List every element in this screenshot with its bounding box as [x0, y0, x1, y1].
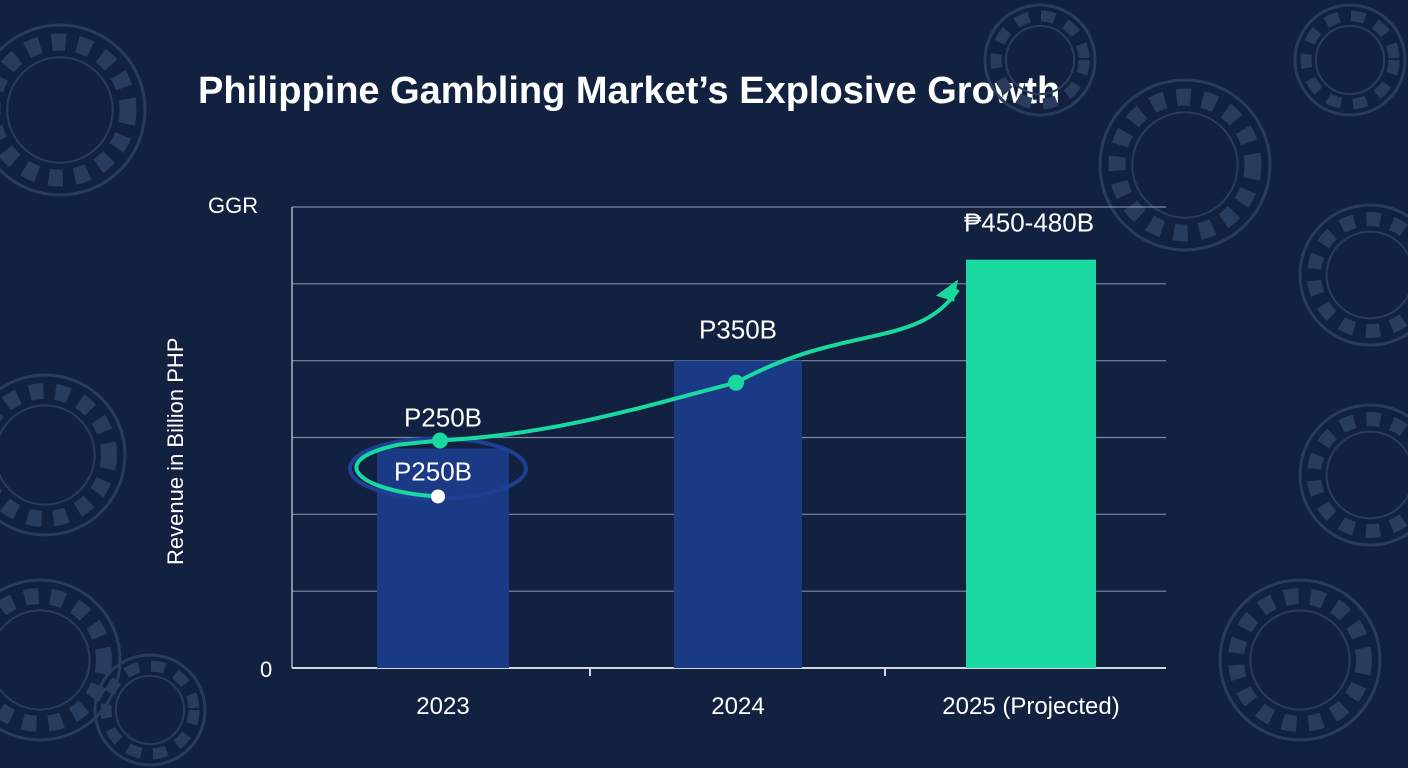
poker-chip-edge-marks [1228, 588, 1372, 732]
y-axis-top-label: GGR [208, 193, 258, 218]
chart-title: Philippine Gambling Market’s Explosive G… [198, 70, 1061, 112]
poker-chip-edge-marks [1108, 88, 1262, 242]
poker-chip-edge-marks [1307, 212, 1408, 338]
poker-chip-edge-marks [0, 33, 137, 187]
poker-chip-inner-ring [1131, 111, 1239, 219]
poker-chip-inner-ring [1325, 430, 1408, 520]
poker-chip-inner-ring [0, 404, 96, 506]
poker-chip-icon [93, 653, 207, 767]
poker-chip-inner-ring [1249, 609, 1351, 711]
x-tick-label: 2025 (Projected) [942, 693, 1119, 720]
poker-chip-inner-ring [114, 674, 186, 746]
poker-chip-icon [1098, 78, 1272, 252]
arrowhead-icon [936, 279, 958, 302]
poker-chip-edge-marks [1300, 10, 1400, 110]
poker-chip-edge-marks [0, 588, 112, 732]
y-tick-0: 0 [260, 657, 272, 682]
trend-point [432, 432, 448, 449]
data-label: P350B [699, 315, 777, 345]
poker-chip-icon [1298, 203, 1408, 347]
poker-chip-edge-marks [1307, 412, 1408, 538]
trend-point [728, 374, 744, 391]
bar-2023 [377, 448, 509, 668]
start-point [431, 489, 445, 504]
data-label: ₱450-480B [964, 208, 1094, 238]
trend-line [354, 288, 960, 499]
poker-chip-inner-ring [1314, 24, 1386, 96]
poker-chip-inner-ring [6, 56, 114, 164]
poker-chip-icon [1293, 3, 1407, 117]
poker-chip-icon [983, 3, 1097, 117]
poker-chip-edge-marks [100, 660, 200, 760]
poker-chip-icon [0, 373, 127, 537]
data-label-secondary: P250B [394, 456, 472, 486]
poker-chip-icon [0, 578, 122, 742]
bar-2024 [674, 360, 802, 668]
poker-chip-inner-ring [1004, 24, 1076, 96]
poker-chip-edge-marks [0, 383, 117, 527]
x-tick-label: 2023 [416, 693, 469, 720]
poker-chip-icon [1298, 403, 1408, 547]
data-label: P250B [404, 402, 482, 432]
poker-chip-icon [1218, 578, 1382, 742]
y-axis-label: Revenue in Billion PHP [163, 338, 188, 565]
poker-chip-icon [0, 23, 147, 197]
x-tick-label: 2024 [711, 693, 764, 720]
poker-chip-edge-marks [990, 10, 1090, 110]
poker-chip-inner-ring [0, 609, 91, 711]
bars [377, 259, 1096, 668]
bar-2025 (Projected) [966, 259, 1096, 668]
poker-chip-decorations [0, 3, 1408, 767]
poker-chip-inner-ring [1325, 230, 1408, 320]
growth-trend: P250B [348, 279, 960, 504]
